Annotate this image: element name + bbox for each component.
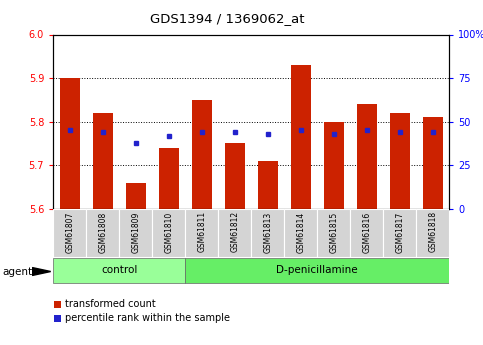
Bar	[185, 209, 218, 257]
Bar	[291, 65, 311, 209]
Text: GSM61810: GSM61810	[164, 211, 173, 253]
Text: GSM61812: GSM61812	[230, 211, 239, 253]
Text: GSM61815: GSM61815	[329, 211, 338, 253]
Bar	[317, 209, 350, 257]
Text: control: control	[101, 265, 137, 275]
Bar	[383, 209, 416, 257]
Bar	[284, 209, 317, 257]
Bar	[54, 301, 61, 308]
Bar	[86, 209, 119, 257]
Text: GSM61808: GSM61808	[98, 211, 107, 253]
Bar	[423, 117, 442, 209]
Bar	[218, 209, 251, 257]
Bar	[53, 209, 86, 257]
Bar	[119, 209, 152, 257]
Bar	[93, 113, 113, 209]
Bar	[324, 121, 343, 209]
Polygon shape	[32, 268, 51, 275]
Text: agent: agent	[2, 267, 32, 277]
Text: transformed count: transformed count	[65, 299, 156, 309]
Text: GSM61807: GSM61807	[65, 211, 74, 253]
Bar	[159, 148, 179, 209]
Bar	[126, 183, 145, 209]
Text: GDS1394 / 1369062_at: GDS1394 / 1369062_at	[150, 12, 304, 25]
Bar	[185, 258, 449, 283]
Bar	[357, 104, 377, 209]
Text: percentile rank within the sample: percentile rank within the sample	[65, 313, 230, 323]
Bar	[390, 113, 410, 209]
Bar	[225, 144, 244, 209]
Text: GSM61817: GSM61817	[395, 211, 404, 253]
Text: GSM61818: GSM61818	[428, 211, 437, 253]
Bar	[192, 100, 212, 209]
Text: GSM61816: GSM61816	[362, 211, 371, 253]
Bar	[416, 209, 449, 257]
Text: GSM61813: GSM61813	[263, 211, 272, 253]
Bar	[152, 209, 185, 257]
Bar	[258, 161, 278, 209]
Bar	[251, 209, 284, 257]
Bar	[54, 315, 61, 322]
Text: D-penicillamine: D-penicillamine	[276, 265, 358, 275]
Bar	[350, 209, 383, 257]
Text: GSM61814: GSM61814	[296, 211, 305, 253]
Bar	[60, 78, 80, 209]
Bar	[53, 258, 185, 283]
Text: GSM61809: GSM61809	[131, 211, 140, 253]
Text: GSM61811: GSM61811	[197, 211, 206, 253]
